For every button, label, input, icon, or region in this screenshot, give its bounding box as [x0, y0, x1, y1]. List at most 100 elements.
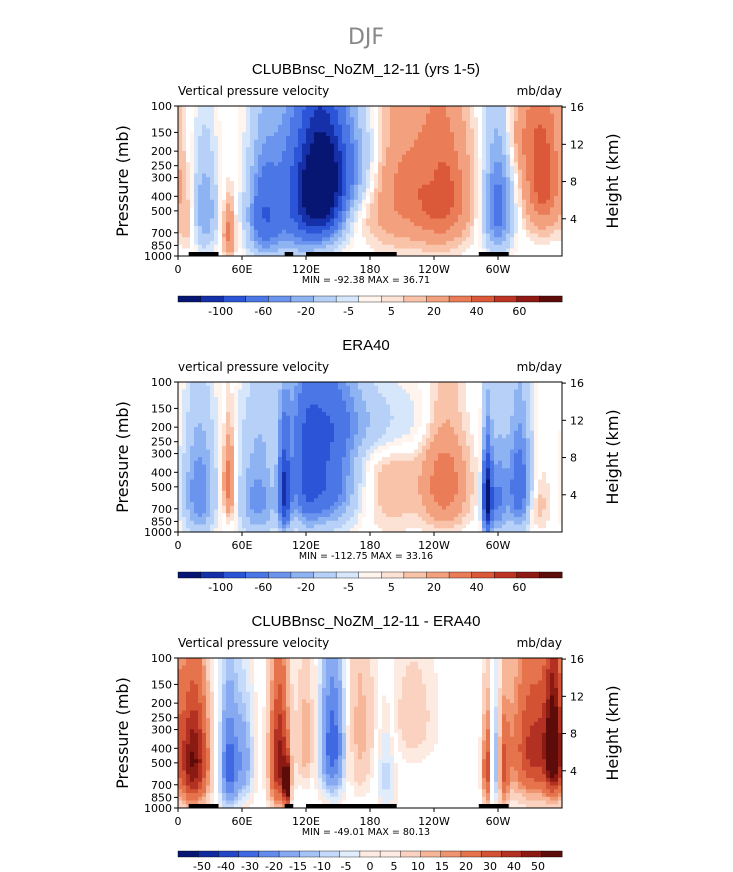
heatmap-cell [406, 244, 411, 249]
heatmap-cell [558, 385, 563, 390]
heatmap-cell [254, 177, 259, 182]
heatmap-cell [534, 241, 539, 246]
heatmap-cell [494, 397, 499, 402]
heatmap-cell [546, 109, 551, 114]
heatmap-cell [298, 117, 303, 122]
heatmap-cell [246, 404, 251, 409]
heatmap-cell [558, 192, 563, 197]
heatmap-cell [438, 214, 443, 219]
heatmap-cell [222, 166, 227, 171]
heatmap-cell [390, 136, 395, 141]
heatmap-cell [442, 169, 447, 174]
heatmap-cell [218, 404, 223, 409]
heatmap-cell [254, 385, 259, 390]
heatmap-cell [382, 147, 387, 152]
heatmap-cell [386, 196, 391, 201]
heatmap-cell [226, 184, 231, 189]
heatmap-cell [250, 124, 255, 129]
heatmap-cell [342, 143, 347, 148]
heatmap-cell [314, 389, 319, 394]
heatmap-cell [302, 229, 307, 234]
heatmap-cell [334, 162, 339, 167]
heatmap-cell [310, 382, 315, 387]
heatmap-cell [546, 113, 551, 118]
heatmap-cell [282, 147, 287, 152]
heatmap-cell [394, 408, 399, 413]
heatmap-cell [414, 389, 419, 394]
heatmap-cell [490, 184, 495, 189]
heatmap-cell [458, 151, 463, 156]
heatmap-cell [494, 393, 499, 398]
heatmap-cell [514, 188, 519, 193]
heatmap-cell [454, 218, 459, 223]
heatmap-cell [302, 214, 307, 219]
heatmap-cell [518, 404, 523, 409]
heatmap-cell [502, 207, 507, 212]
heatmap-cell [210, 136, 215, 141]
heatmap-cell [318, 188, 323, 193]
heatmap-cell [438, 415, 443, 420]
heatmap-cell [406, 147, 411, 152]
heatmap-cell [182, 404, 187, 409]
heatmap-cell [194, 241, 199, 246]
heatmap-cell [350, 412, 355, 417]
heatmap-cell [406, 121, 411, 126]
heatmap-cell [350, 106, 355, 111]
heatmap-cell [470, 252, 475, 257]
heatmap-cell [294, 143, 299, 148]
heatmap-cell [222, 252, 227, 257]
heatmap-cell [230, 393, 235, 398]
heatmap-cell [210, 404, 215, 409]
heatmap-cell [382, 109, 387, 114]
heatmap-cell [530, 389, 535, 394]
heatmap-cell [538, 177, 543, 182]
heatmap-cell [250, 136, 255, 141]
heatmap-cell [210, 139, 215, 144]
heatmap-cell [498, 199, 503, 204]
heatmap-cell [530, 147, 535, 152]
heatmap-cell [554, 154, 559, 159]
heatmap-cell [258, 400, 263, 405]
heatmap-cell [258, 166, 263, 171]
heatmap-cell [310, 199, 315, 204]
heatmap-cell [554, 136, 559, 141]
heatmap-cell [338, 211, 343, 216]
heatmap-cell [218, 423, 223, 428]
heatmap-cell [410, 169, 415, 174]
heatmap-cell [190, 169, 195, 174]
heatmap-cell [510, 382, 515, 387]
heatmap-cell [462, 162, 467, 167]
heatmap-cell [486, 181, 491, 186]
heatmap-cell [354, 222, 359, 227]
heatmap-cell [470, 117, 475, 122]
heatmap-cell [482, 143, 487, 148]
heatmap-cell [546, 188, 551, 193]
heatmap-cell [326, 393, 331, 398]
heatmap-cell [350, 132, 355, 137]
heatmap-cell [550, 241, 555, 246]
heatmap-cell [370, 229, 375, 234]
heatmap-cell [206, 218, 211, 223]
heatmap-cell [354, 233, 359, 238]
heatmap-cell [458, 143, 463, 148]
heatmap-cell [370, 207, 375, 212]
heatmap-cell [386, 412, 391, 417]
heatmap-cell [350, 233, 355, 238]
heatmap-cell [498, 214, 503, 219]
heatmap-cell [190, 177, 195, 182]
heatmap-cell [354, 241, 359, 246]
heatmap-cell [434, 192, 439, 197]
heatmap-cell [334, 196, 339, 201]
heatmap-cell [454, 136, 459, 141]
heatmap-cell [478, 136, 483, 141]
heatmap-cell [306, 408, 311, 413]
heatmap-cell [482, 408, 487, 413]
heatmap-cell [550, 166, 555, 171]
heatmap-cell [226, 226, 231, 231]
heatmap-cell [382, 128, 387, 133]
heatmap-cell [462, 389, 467, 394]
heatmap-cell [290, 128, 295, 133]
heatmap-cell [214, 169, 219, 174]
heatmap-cell [330, 203, 335, 208]
heatmap-cell [542, 132, 547, 137]
